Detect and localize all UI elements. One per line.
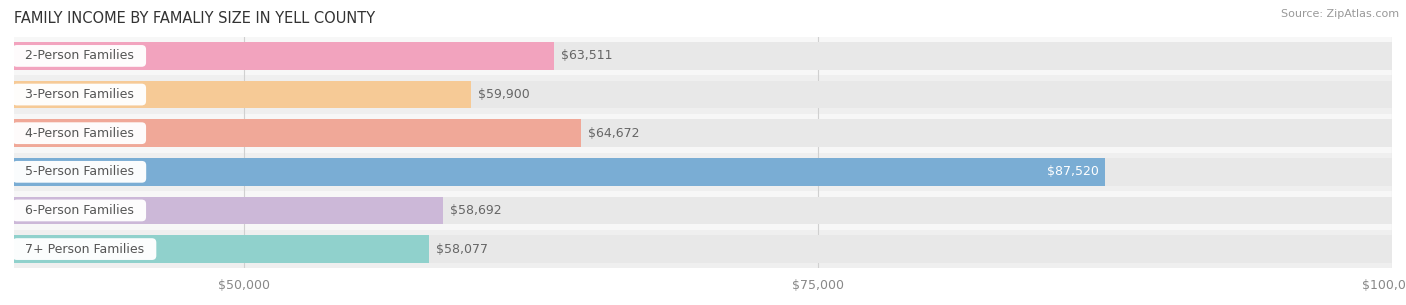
Text: 3-Person Families: 3-Person Families	[17, 88, 142, 101]
Text: FAMILY INCOME BY FAMALIY SIZE IN YELL COUNTY: FAMILY INCOME BY FAMALIY SIZE IN YELL CO…	[14, 11, 375, 26]
Bar	[14, 42, 1392, 70]
Text: 6-Person Families: 6-Person Families	[17, 204, 142, 217]
Bar	[14, 119, 581, 147]
Bar	[14, 158, 1105, 186]
Bar	[14, 196, 1392, 224]
Text: Source: ZipAtlas.com: Source: ZipAtlas.com	[1281, 9, 1399, 19]
Text: $58,692: $58,692	[450, 204, 502, 217]
Text: $64,672: $64,672	[588, 127, 640, 140]
Bar	[14, 230, 1392, 268]
Bar	[14, 114, 1392, 152]
Bar	[14, 196, 443, 224]
Bar	[14, 42, 554, 70]
Text: 5-Person Families: 5-Person Families	[17, 165, 142, 178]
Bar	[14, 37, 1392, 75]
Text: $87,520: $87,520	[1046, 165, 1098, 178]
Bar	[14, 75, 1392, 114]
Text: $59,900: $59,900	[478, 88, 530, 101]
Bar	[14, 152, 1392, 191]
Bar	[14, 235, 1392, 263]
Text: $58,077: $58,077	[436, 242, 488, 256]
Text: 4-Person Families: 4-Person Families	[17, 127, 142, 140]
Bar	[14, 158, 1392, 186]
Bar	[14, 81, 1392, 109]
Bar	[14, 119, 1392, 147]
Bar	[14, 191, 1392, 230]
Text: 2-Person Families: 2-Person Families	[17, 49, 142, 63]
Bar	[14, 81, 471, 109]
Text: 7+ Person Families: 7+ Person Families	[17, 242, 152, 256]
Text: $63,511: $63,511	[561, 49, 613, 63]
Bar	[14, 235, 429, 263]
